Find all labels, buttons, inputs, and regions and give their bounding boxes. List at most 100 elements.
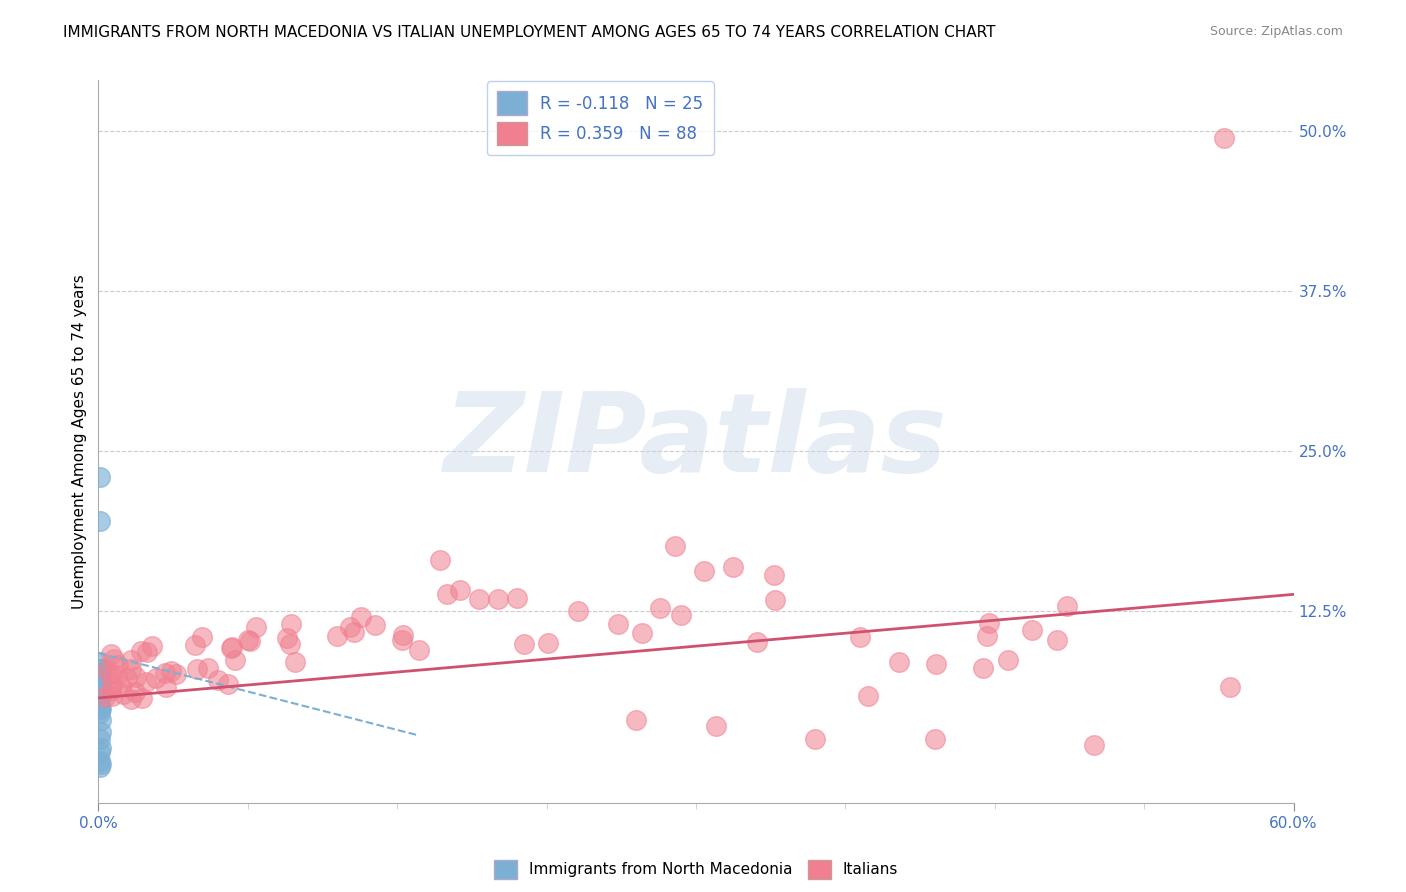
Point <box>239 634 262 648</box>
Text: Source: ZipAtlas.com: Source: ZipAtlas.com <box>1209 25 1343 38</box>
Point <box>763 568 786 582</box>
Point <box>626 713 648 727</box>
Point <box>664 539 686 553</box>
Point <box>105 668 128 682</box>
Point <box>924 731 946 746</box>
Point <box>191 630 214 644</box>
Point <box>278 637 301 651</box>
Point <box>747 635 769 649</box>
Point <box>856 689 879 703</box>
Point <box>468 592 491 607</box>
Point <box>112 687 135 701</box>
Point <box>976 629 998 643</box>
Point <box>1083 738 1105 752</box>
Point <box>924 657 946 671</box>
Point <box>129 644 152 658</box>
Point <box>90 725 112 739</box>
Point <box>89 687 111 701</box>
Point <box>135 674 157 689</box>
Point <box>89 699 111 714</box>
Point <box>408 643 430 657</box>
Point <box>887 655 910 669</box>
Point <box>197 661 219 675</box>
Point <box>89 693 111 707</box>
Point <box>224 653 246 667</box>
Point <box>100 667 122 681</box>
Y-axis label: Unemployment Among Ages 65 to 74 years: Unemployment Among Ages 65 to 74 years <box>72 274 87 609</box>
Point <box>693 565 716 579</box>
Point <box>101 678 124 692</box>
Point <box>537 635 560 649</box>
Point <box>89 655 111 669</box>
Point <box>103 652 125 666</box>
Text: ZIPatlas: ZIPatlas <box>444 388 948 495</box>
Point <box>1212 131 1234 145</box>
Point <box>343 624 366 639</box>
Point <box>997 653 1019 667</box>
Point <box>186 663 208 677</box>
Point <box>972 661 994 675</box>
Point <box>207 673 229 688</box>
Point <box>90 757 112 772</box>
Point <box>100 683 122 698</box>
Point <box>120 691 142 706</box>
Point <box>339 619 361 633</box>
Point <box>89 745 111 759</box>
Point <box>145 671 167 685</box>
Point <box>89 706 111 721</box>
Point <box>704 719 727 733</box>
Point <box>849 630 872 644</box>
Point <box>90 713 112 727</box>
Point <box>90 661 112 675</box>
Point <box>89 699 111 714</box>
Point <box>284 655 307 669</box>
Point <box>90 740 112 755</box>
Point <box>1219 680 1241 694</box>
Point <box>89 681 111 695</box>
Point <box>110 679 132 693</box>
Point <box>131 691 153 706</box>
Legend: Immigrants from North Macedonia, Italians: Immigrants from North Macedonia, Italian… <box>488 854 904 885</box>
Point <box>488 591 510 606</box>
Point <box>90 702 112 716</box>
Point <box>804 731 827 746</box>
Point <box>89 515 111 529</box>
Point <box>90 661 112 675</box>
Point <box>513 637 536 651</box>
Point <box>89 469 111 483</box>
Point <box>236 633 259 648</box>
Point <box>184 638 207 652</box>
Point <box>89 731 111 746</box>
Point <box>90 672 112 686</box>
Point <box>280 617 302 632</box>
Point <box>101 689 124 703</box>
Point <box>648 601 671 615</box>
Point <box>94 690 117 705</box>
Point <box>90 687 112 701</box>
Point <box>90 677 112 691</box>
Point <box>245 620 267 634</box>
Point <box>221 640 243 654</box>
Point <box>630 626 652 640</box>
Point <box>217 677 239 691</box>
Point <box>100 647 122 661</box>
Point <box>326 629 349 643</box>
Point <box>1021 624 1043 638</box>
Point <box>120 653 142 667</box>
Point <box>763 593 786 607</box>
Point <box>90 668 112 682</box>
Point <box>89 674 111 689</box>
Point <box>117 671 139 685</box>
Point <box>141 639 163 653</box>
Point <box>89 760 111 774</box>
Point <box>96 663 118 677</box>
Point <box>449 583 471 598</box>
Point <box>364 617 387 632</box>
Point <box>120 662 142 676</box>
Point <box>567 604 589 618</box>
Point <box>391 632 413 647</box>
Point <box>165 666 187 681</box>
Point <box>721 560 744 574</box>
Point <box>1046 633 1069 648</box>
Point <box>506 591 529 606</box>
